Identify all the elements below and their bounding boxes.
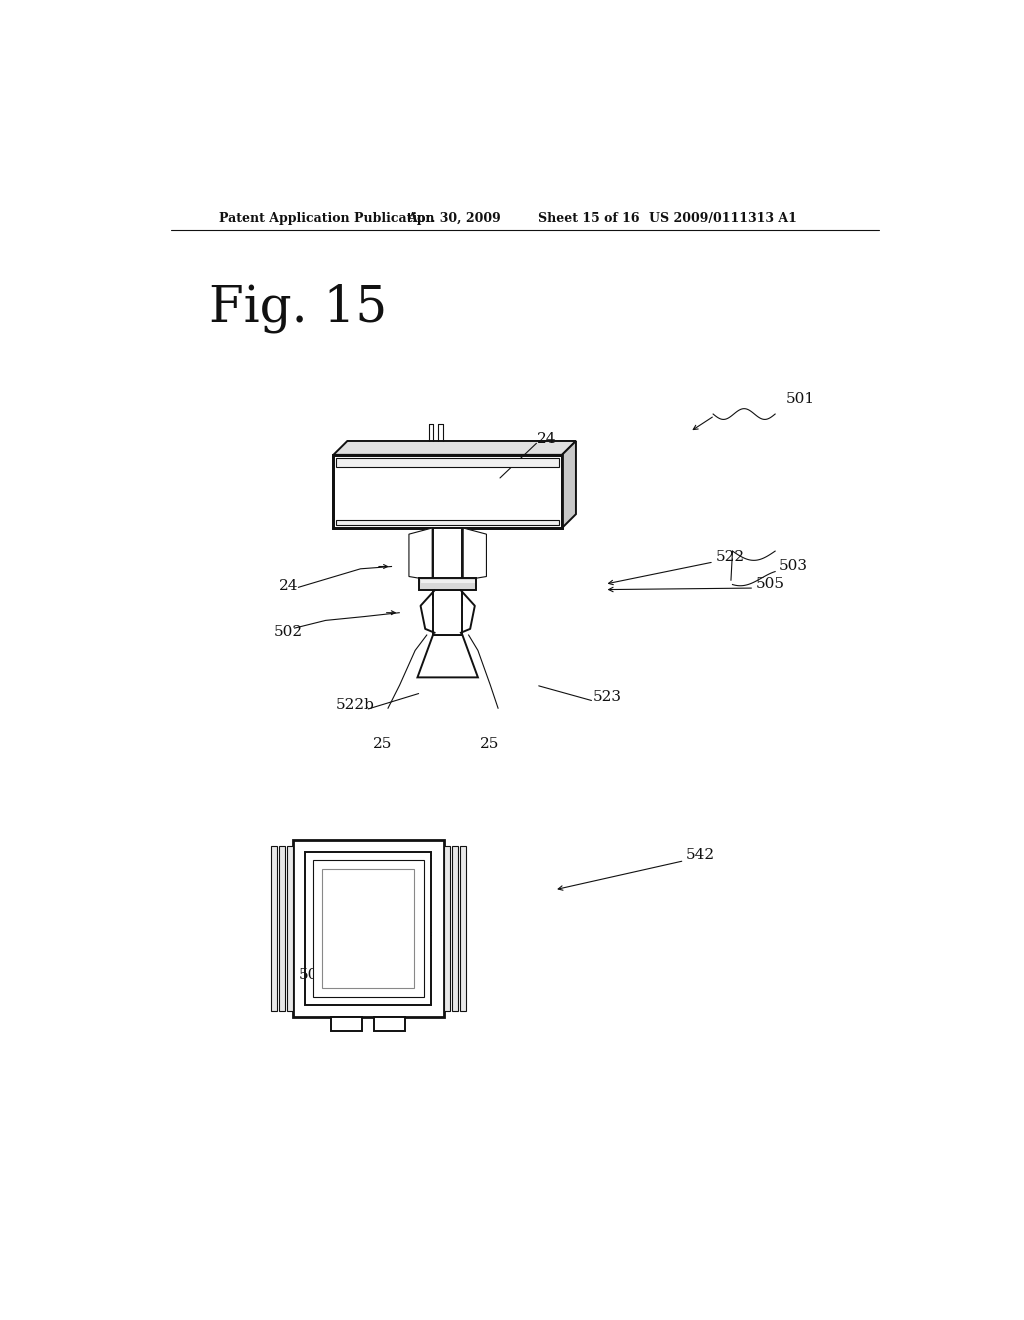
- Text: Fig. 15: Fig. 15: [209, 284, 388, 334]
- Bar: [271, 846, 278, 1011]
- Bar: [374, 1016, 406, 1031]
- Text: 522b: 522b: [336, 698, 375, 711]
- Bar: [460, 846, 466, 1011]
- Text: Apr. 30, 2009: Apr. 30, 2009: [407, 213, 501, 224]
- Bar: [421, 579, 475, 583]
- Polygon shape: [418, 635, 478, 677]
- Text: 542: 542: [686, 849, 715, 862]
- Bar: [279, 846, 286, 1011]
- Text: 502: 502: [273, 624, 303, 639]
- Bar: [433, 590, 463, 635]
- Text: 25: 25: [480, 737, 500, 751]
- Bar: [323, 869, 415, 987]
- Bar: [443, 846, 451, 1011]
- Bar: [337, 458, 559, 467]
- Bar: [305, 853, 431, 1005]
- Bar: [293, 840, 443, 1016]
- Text: 503: 503: [779, 560, 808, 573]
- Polygon shape: [409, 528, 432, 581]
- Bar: [337, 520, 559, 525]
- Polygon shape: [419, 578, 476, 590]
- Polygon shape: [562, 441, 575, 528]
- Text: 25: 25: [373, 737, 392, 751]
- Polygon shape: [334, 441, 575, 455]
- Polygon shape: [463, 528, 486, 581]
- Bar: [332, 1016, 362, 1031]
- Text: US 2009/0111313 A1: US 2009/0111313 A1: [649, 213, 797, 224]
- Bar: [452, 846, 459, 1011]
- Bar: [313, 859, 424, 997]
- Text: 505: 505: [756, 577, 784, 591]
- Text: 504: 504: [299, 968, 328, 982]
- Polygon shape: [334, 455, 562, 528]
- Text: 522: 522: [716, 550, 744, 564]
- Text: Sheet 15 of 16: Sheet 15 of 16: [538, 213, 639, 224]
- Text: 523: 523: [593, 690, 622, 705]
- Text: 24: 24: [280, 578, 299, 593]
- Bar: [433, 528, 463, 605]
- Text: 24: 24: [538, 433, 557, 446]
- Text: 501: 501: [786, 392, 815, 405]
- Text: Patent Application Publication: Patent Application Publication: [219, 213, 434, 224]
- Bar: [287, 846, 294, 1011]
